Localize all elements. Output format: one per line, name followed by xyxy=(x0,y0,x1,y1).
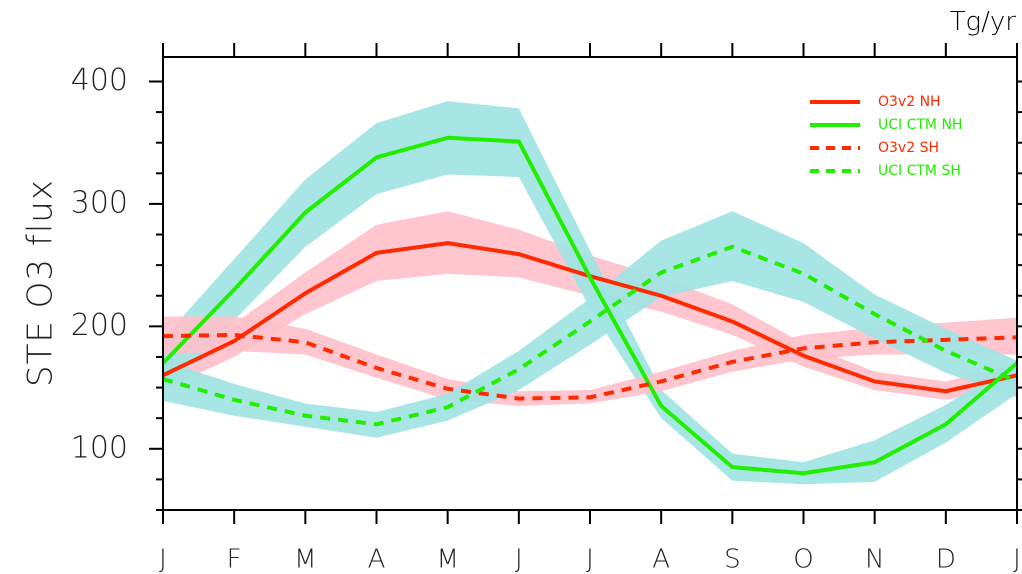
band-uci-ctm-sh xyxy=(163,211,1017,438)
units-label: Tg/yr xyxy=(950,7,1017,37)
y-tick-labels: 100 200 300 400 xyxy=(71,63,128,465)
point-uci-ctm-sh-1 xyxy=(232,398,236,402)
x-tick-label-10: N xyxy=(865,545,884,574)
point-uci-ctm-sh-11 xyxy=(944,349,948,353)
x-tick-label-11: D xyxy=(936,545,956,574)
point-o3v2-sh-11 xyxy=(944,338,948,342)
point-uci-ctm-sh-9 xyxy=(802,272,806,276)
point-uci-ctm-sh-3 xyxy=(375,422,379,426)
legend-label-o3v2-nh: O3v2 NH xyxy=(878,94,941,110)
y-tick-label-300: 300 xyxy=(71,185,128,220)
x-tick-label-3: A xyxy=(368,545,386,574)
point-uci-ctm-nh-5 xyxy=(517,139,521,143)
point-o3v2-sh-4 xyxy=(446,387,450,391)
point-uci-ctm-sh-10 xyxy=(873,312,877,316)
point-uci-ctm-sh-8 xyxy=(730,245,734,249)
point-o3v2-sh-5 xyxy=(517,397,521,401)
point-o3v2-nh-7 xyxy=(659,294,663,298)
point-o3v2-sh-6 xyxy=(588,395,592,399)
legend: O3v2 NH UCI CTM NH O3v2 SH UCI CTM SH xyxy=(810,94,962,179)
point-uci-ctm-nh-6 xyxy=(588,275,592,279)
x-tick-label-6: J xyxy=(586,545,594,574)
point-o3v2-sh-1 xyxy=(232,333,236,337)
point-uci-ctm-nh-9 xyxy=(802,471,806,475)
point-o3v2-nh-4 xyxy=(446,241,450,245)
band-o3v2-sh xyxy=(163,316,1017,406)
point-uci-ctm-sh-4 xyxy=(446,405,450,409)
x-tick-label-0: J xyxy=(159,545,167,574)
line-o3v2-sh xyxy=(162,332,1018,401)
legend-label-o3v2-sh: O3v2 SH xyxy=(878,140,939,156)
line-uci-ctm-sh xyxy=(162,244,1018,427)
x-tick-label-9: O xyxy=(793,545,813,574)
x-tick-label-5: J xyxy=(515,545,523,574)
point-o3v2-nh-5 xyxy=(517,252,521,256)
x-tick-label-2: M xyxy=(294,545,316,574)
point-o3v2-sh-9 xyxy=(802,346,806,350)
legend-label-uci-ctm-sh: UCI CTM SH xyxy=(878,163,961,179)
point-o3v2-nh-11 xyxy=(944,389,948,393)
band-uci-ctm-nh xyxy=(163,101,1017,485)
line-uci-ctm-nh xyxy=(161,135,1019,476)
series-lines xyxy=(161,135,1019,476)
point-uci-ctm-nh-8 xyxy=(730,465,734,469)
point-uci-ctm-nh-7 xyxy=(659,404,663,408)
point-o3v2-nh-1 xyxy=(232,339,236,343)
point-uci-ctm-sh-5 xyxy=(517,367,521,371)
point-o3v2-nh-8 xyxy=(730,319,734,323)
point-o3v2-sh-7 xyxy=(659,379,663,383)
point-uci-ctm-sh-7 xyxy=(659,270,663,274)
x-tick-label-1: F xyxy=(227,545,242,574)
point-uci-ctm-nh-4 xyxy=(446,136,450,140)
point-o3v2-nh-9 xyxy=(802,354,806,358)
uncertainty-bands xyxy=(163,101,1017,485)
point-o3v2-nh-10 xyxy=(873,379,877,383)
point-o3v2-nh-3 xyxy=(375,251,379,255)
axis-ticks xyxy=(149,43,1022,524)
point-uci-ctm-nh-10 xyxy=(873,460,877,464)
point-uci-ctm-nh-3 xyxy=(375,155,379,159)
point-o3v2-sh-3 xyxy=(375,366,379,370)
point-o3v2-sh-10 xyxy=(873,340,877,344)
point-uci-ctm-sh-2 xyxy=(303,414,307,418)
x-tick-label-7: A xyxy=(652,545,670,574)
point-uci-ctm-nh-11 xyxy=(944,422,948,426)
legend-label-uci-ctm-nh: UCI CTM NH xyxy=(878,117,962,133)
point-o3v2-sh-8 xyxy=(730,360,734,364)
y-tick-label-100: 100 xyxy=(71,430,128,465)
x-tick-label-12: J xyxy=(1013,545,1021,574)
y-axis-title: STE O3 flux xyxy=(21,179,61,387)
point-uci-ctm-nh-2 xyxy=(303,210,307,214)
x-tick-label-4: M xyxy=(436,545,458,574)
y-tick-label-200: 200 xyxy=(71,308,128,343)
x-tick-label-8: S xyxy=(724,545,741,574)
point-o3v2-nh-2 xyxy=(303,291,307,295)
point-uci-ctm-sh-6 xyxy=(588,319,592,323)
y-tick-label-400: 400 xyxy=(71,63,128,98)
point-o3v2-sh-2 xyxy=(303,340,307,344)
point-uci-ctm-nh-1 xyxy=(232,288,236,292)
